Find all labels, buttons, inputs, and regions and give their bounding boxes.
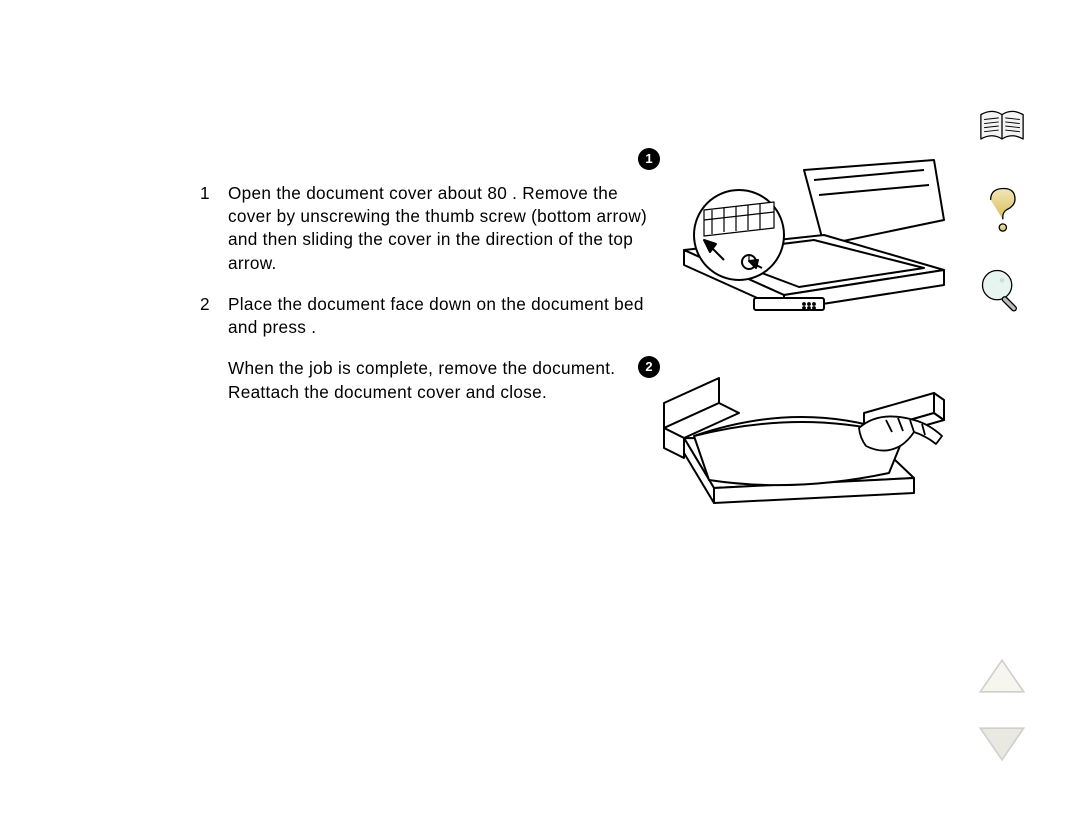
followup-text: When the job is complete, remove the doc… [228, 357, 650, 403]
sidebar-icons [972, 100, 1032, 316]
figures: 1 [640, 150, 970, 566]
page-down-triangle[interactable] [977, 724, 1027, 764]
step-text: Place the document face down on the docu… [228, 293, 650, 339]
instruction-text: 1 Open the document cover about 80 . Rem… [200, 182, 650, 404]
help-icon[interactable] [976, 182, 1028, 234]
page-up-triangle[interactable] [977, 656, 1027, 696]
figure-badge: 2 [638, 356, 660, 378]
scanner-open-cover-illustration [654, 150, 954, 330]
magnifier-icon[interactable] [976, 264, 1028, 316]
figure-badge: 1 [638, 148, 660, 170]
place-document-illustration [654, 358, 954, 538]
figure-1: 1 [640, 150, 970, 330]
figure-2: 2 [640, 358, 970, 538]
step-number: 1 [200, 182, 228, 275]
book-icon[interactable] [976, 100, 1028, 152]
page-nav [972, 656, 1032, 764]
step-number: 2 [200, 293, 228, 339]
step-1: 1 Open the document cover about 80 . Rem… [200, 182, 650, 275]
step-2: 2 Place the document face down on the do… [200, 293, 650, 339]
step-text: Open the document cover about 80 . Remov… [228, 182, 650, 275]
